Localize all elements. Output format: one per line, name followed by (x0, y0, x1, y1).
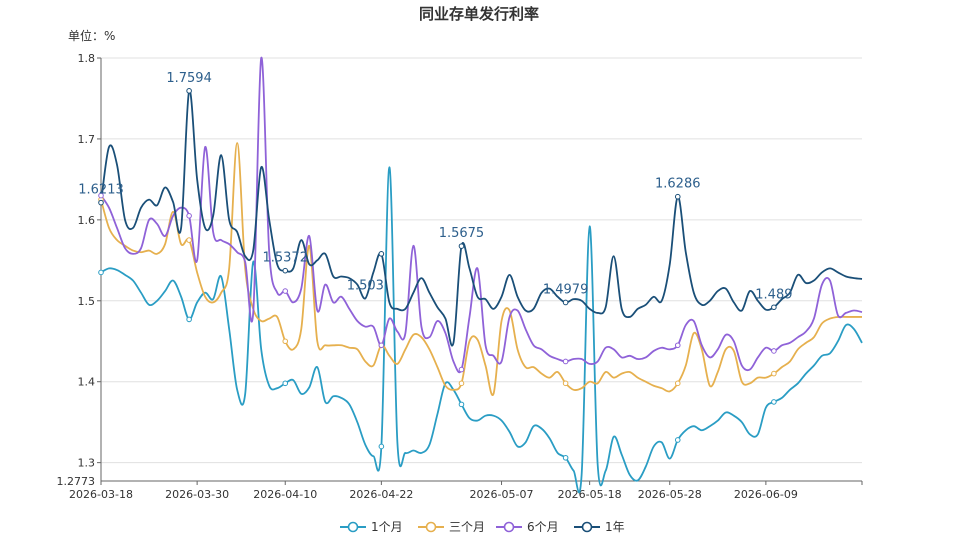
data-point (771, 304, 777, 311)
data-point (186, 316, 192, 323)
data-point (458, 380, 465, 387)
y-tick-label: 1.3 (78, 457, 96, 470)
series-line-三个月 (100, 142, 862, 397)
data-point (98, 199, 104, 206)
series-line-6个月 (100, 57, 863, 374)
x-tick-label: 2026-04-22 (349, 488, 413, 501)
data-point (282, 288, 289, 294)
value-labels: 1.6213 1.7594 1.5372 1.503 1.5675 1.4979 1.628… (78, 71, 792, 302)
data-point (282, 267, 289, 274)
data-point (378, 251, 385, 257)
series-lines (100, 57, 863, 494)
data-label: 1.4979 (543, 282, 589, 297)
data-label: 1.489 (755, 287, 792, 302)
data-point (674, 380, 681, 387)
y-min-label: 1.2773 (57, 475, 96, 488)
series-line-1年 (100, 89, 863, 347)
data-point (282, 380, 289, 387)
legend-label: 三个月 (449, 520, 485, 534)
legend-label: 1个月 (371, 520, 403, 534)
x-tick-label: 2026-03-18 (69, 488, 133, 501)
legend-marker (347, 521, 359, 533)
legend-marker (581, 521, 593, 533)
x-tick-label: 2026-05-18 (558, 488, 622, 501)
x-tick-label: 2026-05-07 (470, 488, 534, 501)
data-point (771, 370, 777, 377)
unit-label: 单位：% (68, 28, 115, 43)
y-tick-label: 1.7 (78, 133, 96, 146)
legend-item[interactable]: 三个月 (418, 520, 485, 534)
series-markers (98, 88, 777, 461)
series-line-1个月 (100, 166, 863, 494)
data-label: 1.5675 (439, 226, 485, 241)
data-point (562, 299, 569, 306)
legend-item[interactable]: 6个月 (496, 520, 559, 534)
data-point (458, 243, 465, 249)
data-point (674, 193, 681, 200)
data-label: 1.6286 (655, 177, 701, 192)
x-tick-label: 2026-05-28 (638, 488, 702, 501)
data-label: 1.7594 (166, 71, 212, 86)
x-tick-label: 2026-06-09 (734, 488, 798, 501)
legend-item[interactable]: 1年 (574, 520, 625, 534)
x-tick-label: 2026-04-10 (253, 488, 317, 501)
data-point (674, 342, 681, 349)
data-point (186, 213, 192, 219)
chart-title: 同业存单发行利率 (419, 5, 539, 23)
legend-item[interactable]: 1个月 (340, 520, 403, 534)
data-point (562, 380, 569, 387)
data-point (458, 401, 465, 408)
data-label: 1.5372 (262, 251, 308, 266)
data-point (98, 192, 104, 199)
legend-marker (503, 521, 515, 533)
data-point (186, 88, 192, 94)
grid-lines (101, 57, 862, 464)
data-point (771, 399, 777, 405)
data-point (458, 366, 465, 373)
data-point (98, 269, 104, 276)
y-tick-label: 1.4 (78, 376, 96, 389)
legend-label: 6个月 (527, 520, 559, 534)
data-point (282, 338, 289, 345)
x-tick-label: 2026-03-30 (165, 488, 229, 501)
y-axis: 1.3 1.4 1.5 1.6 1.7 1.8 1.2773 (57, 52, 102, 488)
legend-marker (425, 521, 437, 533)
x-axis: 2026-03-18 2026-03-30 2026-04-10 2026-04-22… (69, 480, 863, 501)
data-point (378, 342, 385, 349)
data-label: 1.503 (347, 278, 384, 293)
data-point (562, 358, 569, 365)
data-point (674, 437, 681, 443)
data-label: 1.6213 (78, 183, 124, 198)
data-point (186, 237, 192, 243)
y-tick-label: 1.8 (78, 52, 96, 65)
legend-label: 1年 (605, 520, 625, 534)
y-tick-label: 1.5 (78, 295, 96, 308)
legend[interactable]: 1个月 三个月 6个月 1年 (340, 520, 625, 534)
data-point (378, 443, 385, 450)
data-point (562, 454, 569, 461)
y-tick-label: 1.6 (78, 214, 96, 227)
data-point (771, 348, 777, 354)
